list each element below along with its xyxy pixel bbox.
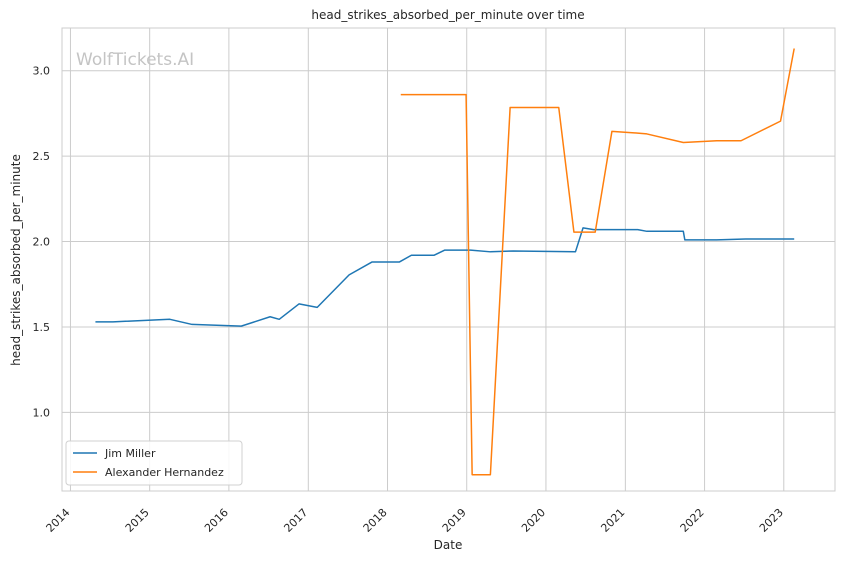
x-tick-label: 2015 [123, 506, 152, 535]
x-tick-label: 2023 [757, 506, 786, 535]
legend: Jim Miller Alexander Hernandez [65, 440, 243, 486]
x-tick-label: 2014 [44, 506, 73, 535]
x-axis-title: Date [434, 538, 463, 552]
x-tick-label: 2018 [361, 506, 390, 535]
plot-frame [61, 27, 836, 492]
legend-label-alexander-hernandez: Alexander Hernandez [105, 466, 224, 479]
chart-title: head_strikes_absorbed_per_minute over ti… [311, 8, 584, 22]
x-tick-label: 2020 [519, 506, 548, 535]
x-tick-label: 2021 [598, 506, 627, 535]
y-tick-label: 2.5 [33, 150, 51, 163]
series-layer [95, 48, 795, 476]
x-tick-label: 2016 [202, 506, 231, 535]
y-tick-label: 3.0 [33, 65, 51, 78]
series-line-alexander-hernandez [400, 48, 795, 476]
y-axis-title: head_strikes_absorbed_per_minute [9, 154, 23, 366]
y-tick-label: 1.0 [33, 406, 51, 419]
y-tick-labels: 1.0 1.5 2.0 2.5 3.0 [33, 65, 51, 420]
legend-label-jim-miller: Jim Miller [104, 447, 156, 460]
x-tick-label: 2022 [678, 506, 707, 535]
plot-background [62, 28, 835, 491]
x-tick-label: 2019 [440, 506, 469, 535]
x-tick-label: 2017 [281, 506, 310, 535]
y-tick-label: 1.5 [33, 321, 51, 334]
legend-box [65, 440, 243, 486]
x-tick-labels: 2014 2015 2016 2017 2018 2019 2020 2021 2022 2023 [44, 506, 786, 535]
y-tick-label: 2.0 [33, 236, 51, 249]
series-line-jim-miller [95, 227, 795, 327]
watermark: WolfTickets.AI [76, 50, 194, 70]
